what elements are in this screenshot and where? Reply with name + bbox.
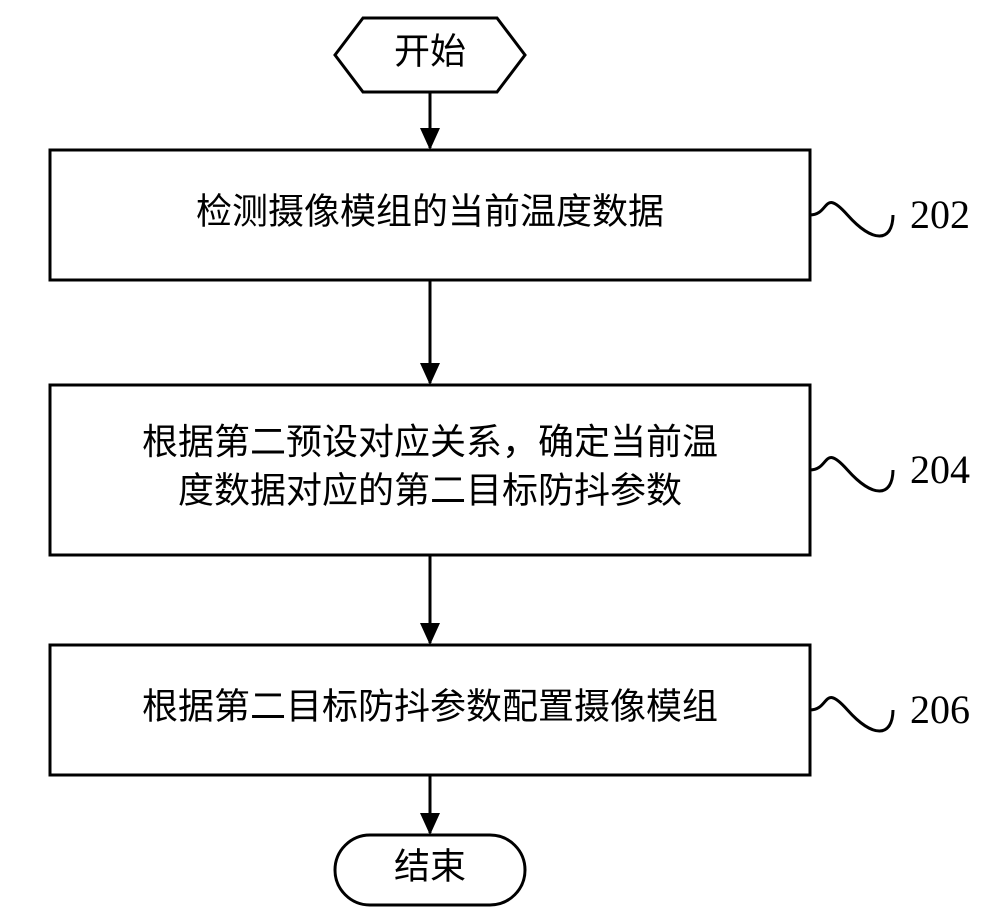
callout-label-206: 206 bbox=[910, 687, 970, 732]
node-step1-label: 检测摄像模组的当前温度数据 bbox=[196, 191, 664, 231]
callout-label-202: 202 bbox=[910, 192, 970, 237]
flowchart-canvas: 开始检测摄像模组的当前温度数据根据第二预设对应关系，确定当前温度数据对应的第二目… bbox=[0, 0, 1000, 915]
edge-arrowhead bbox=[420, 813, 440, 835]
node-step2-label: 度数据对应的第二目标防抖参数 bbox=[178, 471, 682, 511]
node-start-label: 开始 bbox=[394, 31, 466, 71]
node-step2-label: 根据第二预设对应关系，确定当前温 bbox=[142, 422, 718, 462]
node-step3-label: 根据第二目标防抖参数配置摄像模组 bbox=[142, 686, 718, 726]
callout-label-204: 204 bbox=[910, 447, 970, 492]
edge-arrowhead bbox=[420, 623, 440, 645]
flowchart-svg: 开始检测摄像模组的当前温度数据根据第二预设对应关系，确定当前温度数据对应的第二目… bbox=[0, 0, 1000, 915]
edge-arrowhead bbox=[420, 363, 440, 385]
callout-squiggle bbox=[810, 458, 893, 491]
callout-squiggle bbox=[810, 203, 893, 236]
node-end-label: 结束 bbox=[394, 846, 466, 886]
edge-arrowhead bbox=[420, 128, 440, 150]
callout-squiggle bbox=[810, 698, 893, 731]
